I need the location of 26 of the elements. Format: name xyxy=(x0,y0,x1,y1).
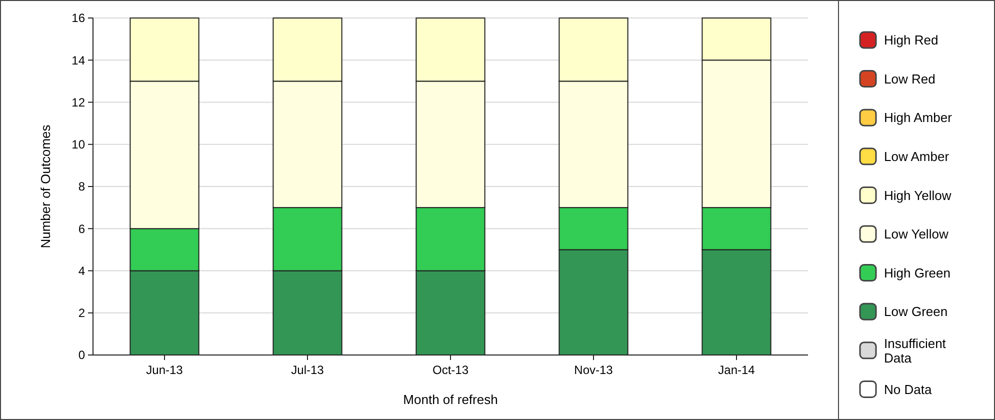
y-tick-label: 16 xyxy=(72,11,86,26)
legend-label: High Red xyxy=(884,32,938,48)
x-tick-label: Jun-13 xyxy=(146,363,184,377)
legend-label: Low Amber xyxy=(884,148,950,164)
y-tick-label: 0 xyxy=(78,348,86,362)
x-tick-label: Nov-13 xyxy=(574,363,614,377)
legend-label: High Yellow xyxy=(884,188,952,203)
x-tick-label: Oct-13 xyxy=(432,363,469,377)
legend-label: Insufficient Data xyxy=(884,336,946,366)
y-tick-label: 10 xyxy=(72,138,86,152)
x-tick-label: Jul-13 xyxy=(291,363,324,377)
legend-label: High Amber xyxy=(884,110,953,126)
y-axis-title: Number of Outcomes xyxy=(38,124,53,248)
x-axis-title: Month of refresh xyxy=(403,392,498,407)
x-tick-label: Jan-14 xyxy=(718,363,756,377)
legend-label: No Data xyxy=(884,382,932,397)
y-tick-label: 12 xyxy=(72,95,86,110)
legend-label: Low Yellow xyxy=(884,226,949,242)
y-tick-label: 2 xyxy=(78,306,86,320)
y-tick-label: 6 xyxy=(78,222,86,236)
y-tick-label: 4 xyxy=(78,264,86,278)
legend-label: Low Green xyxy=(884,304,948,320)
y-tick-label: 14 xyxy=(72,53,86,68)
legend-label: High Green xyxy=(884,265,950,280)
legend-label: Low Red xyxy=(884,71,936,86)
y-tick-label: 8 xyxy=(78,180,86,194)
